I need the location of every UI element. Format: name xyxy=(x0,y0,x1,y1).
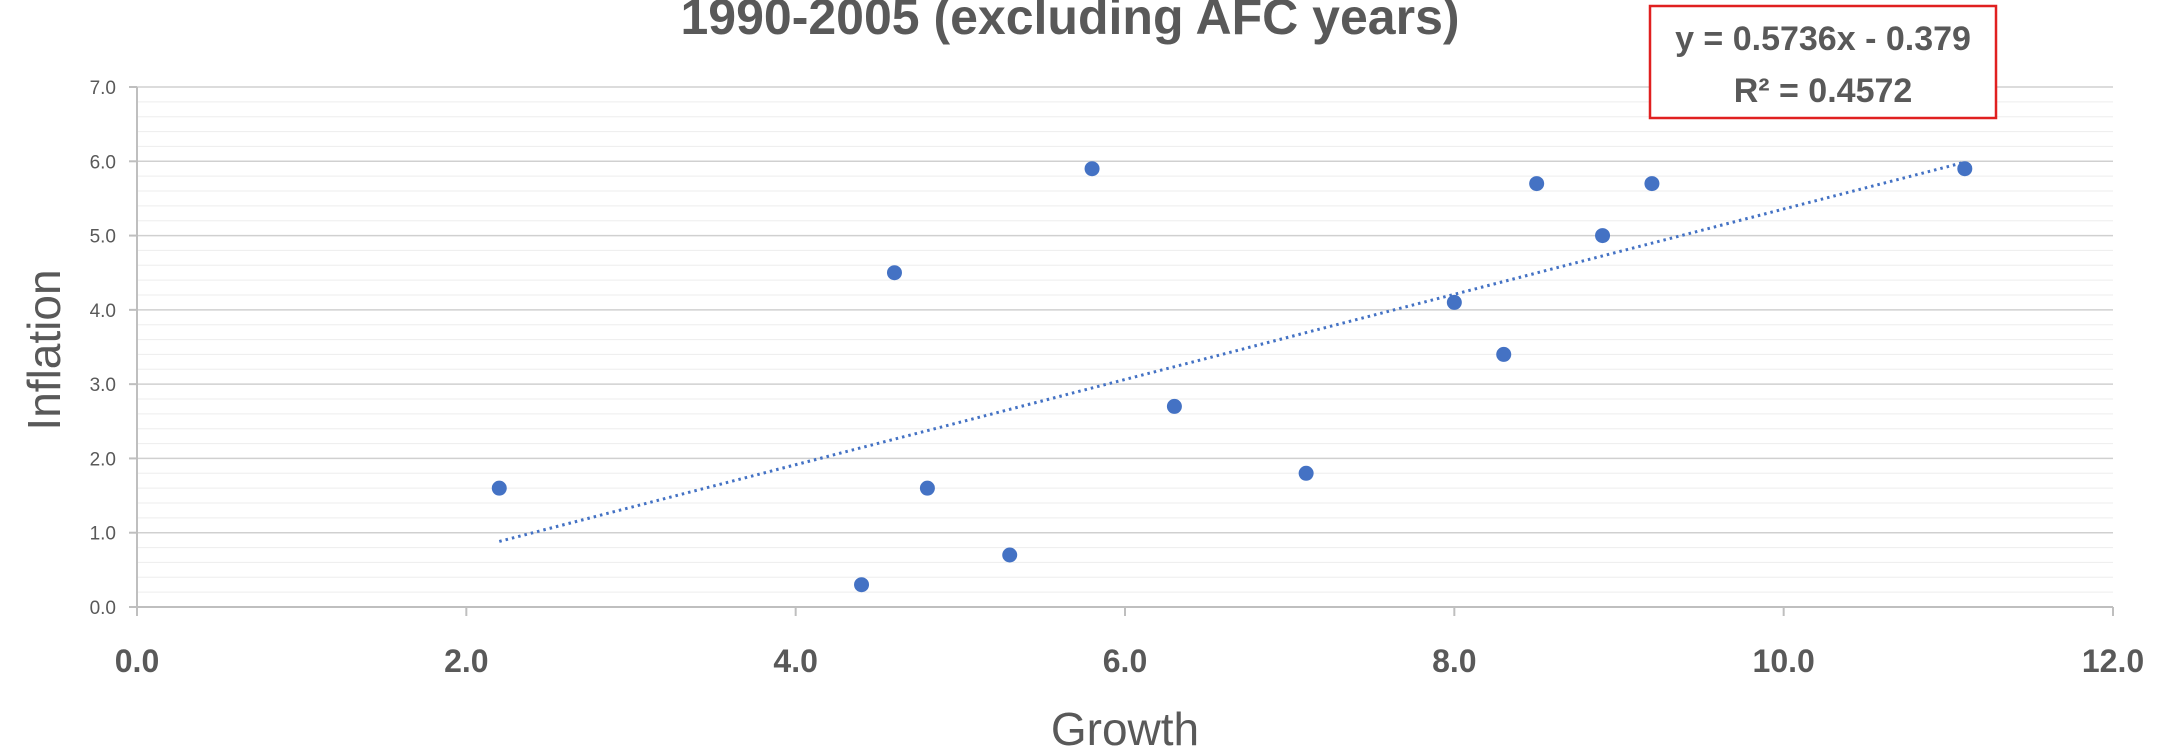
data-point xyxy=(1084,161,1100,177)
tick-labels: 0.0 2.0 4.0 6.0 8.0 10.0 12.0 0.0 1.0 2.0 3.0 4.0 5.… xyxy=(90,78,2145,679)
data-points xyxy=(491,161,1973,593)
x-axis-label: Growth xyxy=(1051,703,1199,748)
trendline-group xyxy=(498,160,1966,543)
data-point xyxy=(1446,294,1462,310)
x-tick-label: 8.0 xyxy=(1432,643,1476,679)
y-tick-label: 5.0 xyxy=(90,227,116,248)
data-point xyxy=(1595,228,1611,244)
trendline xyxy=(498,160,1966,543)
data-point xyxy=(919,480,935,496)
y-tick-label: 2.0 xyxy=(90,449,116,470)
y-tick-label: 0.0 xyxy=(90,598,116,619)
x-tick-label: 0.0 xyxy=(115,643,159,679)
y-tick-label: 4.0 xyxy=(90,301,116,322)
y-axis-label: Inflation xyxy=(18,269,70,430)
data-point xyxy=(1166,398,1182,414)
y-tick-label: 6.0 xyxy=(90,152,116,173)
data-point xyxy=(1529,176,1545,192)
trendline-equation: y = 0.5736x - 0.379 xyxy=(1675,20,1971,58)
data-point xyxy=(886,265,902,281)
data-point xyxy=(1644,176,1660,192)
x-tick-label: 2.0 xyxy=(444,643,488,679)
data-point xyxy=(1298,465,1314,481)
data-point xyxy=(854,577,870,593)
x-tick-label: 4.0 xyxy=(773,643,817,679)
y-tick-label: 1.0 xyxy=(90,524,116,545)
chart-title: 1990-2005 (excluding AFC years) xyxy=(680,0,1459,45)
data-point xyxy=(491,480,507,496)
r-squared-value: R² = 0.4572 xyxy=(1734,72,1913,110)
x-tick-label: 10.0 xyxy=(1753,643,1815,679)
x-tick-label: 6.0 xyxy=(1103,643,1147,679)
grid-lines xyxy=(137,86,2113,593)
data-point xyxy=(1002,547,1018,563)
data-point xyxy=(1957,161,1973,177)
trendline-equation-box: y = 0.5736x - 0.379 R² = 0.4572 xyxy=(1648,4,1998,120)
axes xyxy=(129,86,2114,616)
x-tick-label: 12.0 xyxy=(2082,643,2144,679)
data-point xyxy=(1496,346,1512,362)
y-tick-label: 3.0 xyxy=(90,375,116,396)
y-tick-label: 7.0 xyxy=(90,78,116,99)
equation-box-border xyxy=(1648,4,1998,120)
